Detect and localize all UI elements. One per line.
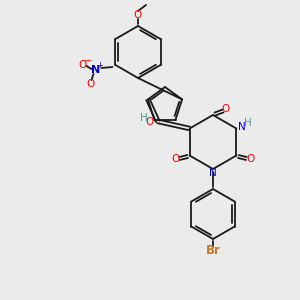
Text: N: N [209, 168, 217, 178]
Text: O: O [134, 10, 142, 20]
Text: O: O [172, 154, 180, 164]
Text: N: N [91, 65, 100, 75]
Text: O: O [145, 117, 154, 127]
Text: O: O [86, 79, 94, 89]
Text: O: O [221, 104, 229, 114]
Text: Br: Br [206, 244, 220, 257]
Text: H: H [140, 113, 148, 123]
Text: +: + [96, 61, 103, 70]
Text: O: O [246, 154, 254, 164]
Text: O: O [78, 60, 87, 70]
Text: H: H [244, 118, 251, 128]
Text: N: N [238, 122, 245, 131]
Text: −: − [84, 56, 92, 66]
